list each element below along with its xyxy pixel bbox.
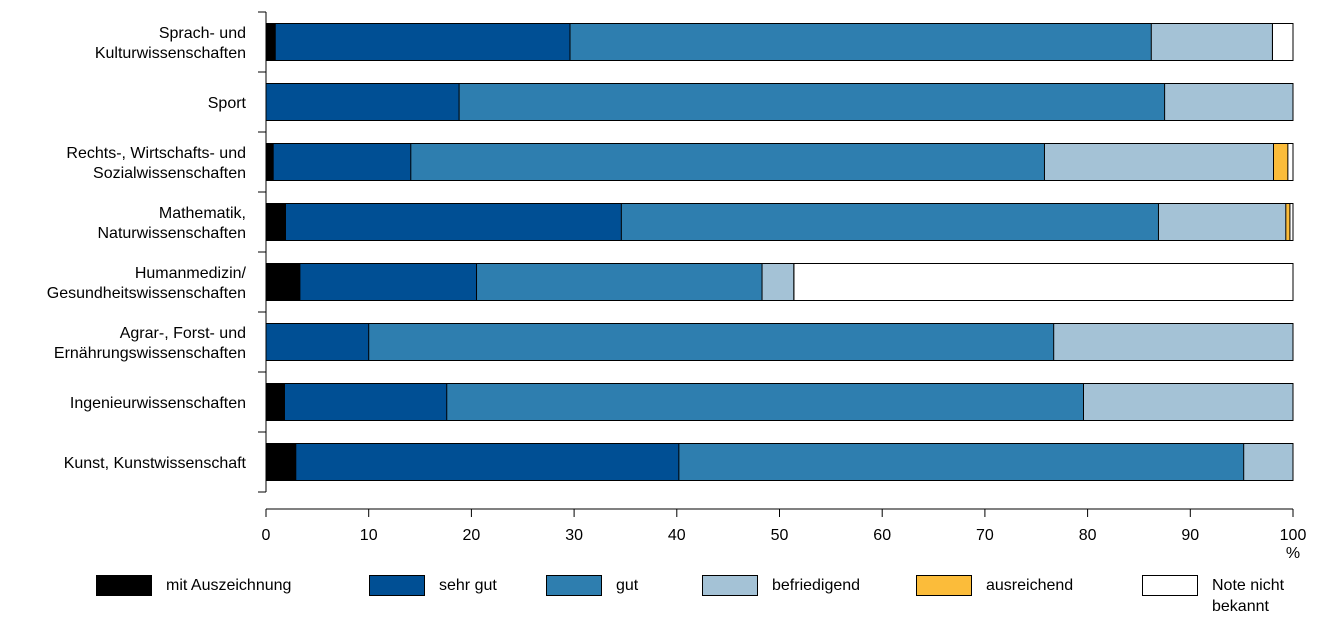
bar-segment [266,443,296,481]
category-label: Humanmedizin/Gesundheitswissenschaften [47,265,247,302]
x-tick-label: 100 [1280,527,1307,544]
legend-swatch [916,575,972,596]
category-label: Kunst, Kunstwissenschaft [64,455,247,472]
bar-segment [476,263,763,301]
y-axis: Sprach- und Kulturwissenschaften Sport Rech… [47,11,267,493]
bar-segment [1158,203,1286,241]
bar-outline [265,443,1294,481]
x-tick-label: 10 [360,527,378,544]
bar-segment [1053,323,1293,361]
bar-segment [266,203,286,241]
bar-segment [266,383,285,421]
category-label: Sport [208,95,247,112]
category-label: Ingenieurwissenschaften [70,395,246,412]
bar-segment [295,443,679,481]
legend-label: ausreichend [986,577,1074,594]
legend-label: mit Auszeichnung [166,577,292,594]
bar-segment [1044,143,1274,181]
bar-segment [299,263,477,301]
legend: mit Auszeichnung sehr gut gut befriedigend a… [0,575,1324,619]
bar-segment [459,83,1165,121]
bar-outline [265,23,1294,61]
bar-segment [273,143,411,181]
bar-segment [285,203,622,241]
legend-item: ausreichend [916,575,1073,596]
bar-outline [265,143,1294,181]
x-tick-label: 70 [976,527,994,544]
stacked-bar-chart: Sprach- und Kulturwissenschaften Sport Rech… [47,11,1307,562]
legend-label: Note nicht bekannt [1212,577,1285,615]
category-label: Rechts-, Wirtschafts- und Sozialwissensch… [66,145,246,182]
bar-segment [1164,83,1293,121]
legend-item: befriedigend [702,575,860,596]
bar-segment [1287,143,1293,181]
category-label: Agrar-, Forst- und Ernährungswissenschaft… [54,325,246,362]
bar-segment [275,23,570,61]
legend-item: gut [546,575,638,596]
bar-segment [1151,23,1273,61]
bar-segment [368,323,1054,361]
bar-segment [1243,443,1293,481]
bar-segment [266,83,460,121]
bars [265,23,1294,481]
category-label: Mathematik, Naturwissenschaften [97,205,246,242]
legend-swatch [702,575,758,596]
legend-label: sehr gut [439,577,497,594]
x-tick-label: 80 [1079,527,1097,544]
bar-segment [1273,143,1288,181]
bar-segment [410,143,1045,181]
bar-segment [446,383,1084,421]
bar-segment [266,143,274,181]
bar-segment [266,263,300,301]
x-unit-label: % [1286,545,1300,562]
legend-label: befriedigend [772,577,861,594]
x-tick-label: 40 [668,527,686,544]
bar-outline [265,323,1294,361]
bar-segment [621,203,1159,241]
bar-segment [1272,23,1293,61]
bar-segment [569,23,1152,61]
bar-outline [265,203,1294,241]
bar-segment [1285,203,1290,241]
x-tick-label: 20 [463,527,481,544]
legend-swatch [1142,575,1198,596]
x-tick-label: 90 [1181,527,1199,544]
x-tick-label: 60 [873,527,891,544]
x-tick-label: 30 [565,527,583,544]
bar-segment [678,443,1244,481]
bar-segment [1083,383,1293,421]
x-tick-label: 0 [262,527,271,544]
bar-outline [265,83,1294,121]
legend-swatch [96,575,152,596]
bar-segment [266,23,276,61]
legend-swatch [546,575,602,596]
bar-segment [266,323,369,361]
legend-item: Note nicht bekannt [1142,575,1284,617]
bar-outline [265,263,1294,301]
legend-item: mit Auszeichnung [96,575,291,596]
legend-label: gut [616,577,639,594]
legend-item: sehr gut [369,575,497,596]
bar-segment [762,263,794,301]
category-label: Sprach- und Kulturwissenschaften [95,25,246,62]
x-axis: 0 10 20 30 40 50 60 70 80 90 100% [262,508,1307,562]
bar-segment [793,263,1293,301]
legend-swatch [369,575,425,596]
bar-outline [265,383,1294,421]
bar-segment [1289,203,1293,241]
bar-segment [284,383,447,421]
x-tick-label: 50 [771,527,789,544]
